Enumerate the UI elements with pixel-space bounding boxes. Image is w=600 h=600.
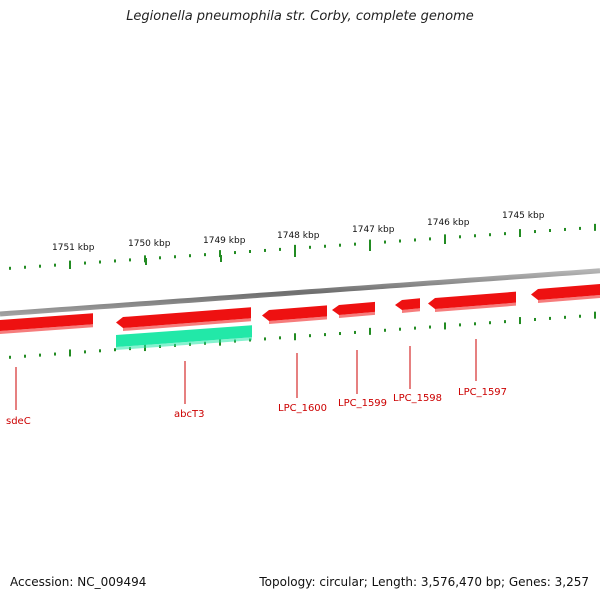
gene-label: LPC_1598 <box>393 393 442 404</box>
scale-tick-label: 1751 kbp <box>52 243 95 253</box>
genome-track: sdeC abcT3 LPC_1600 LPC_1599 LPC_1598 LPC_159… <box>0 0 600 600</box>
scale-tick-label: 1746 kbp <box>427 218 470 228</box>
scale-labels: 1751 kbp 1750 kbp 1749 kbp 1748 kbp 1747 kbp… <box>52 211 545 269</box>
accession-text: Accession: NC_009494 <box>10 575 146 589</box>
gene-arrow <box>395 298 420 310</box>
gene-label: sdeC <box>6 416 31 427</box>
genome-map: Legionella pneumophila str. Corby, compl… <box>0 0 600 600</box>
scale-tick-label: 1749 kbp <box>203 236 246 246</box>
gene-label: LPC_1600 <box>278 403 327 414</box>
gene-label: LPC_1597 <box>458 387 507 398</box>
gene-labels: sdeC abcT3 LPC_1600 LPC_1599 LPC_1598 LPC_159… <box>6 339 507 427</box>
topology-summary: Topology: circular; Length: 3,576,470 bp… <box>259 575 589 589</box>
scale-tick-label: 1750 kbp <box>128 239 171 249</box>
gene-label: abcT3 <box>174 409 204 420</box>
scale-tick-label: 1745 kbp <box>502 211 545 221</box>
gene-label: LPC_1599 <box>338 398 387 409</box>
scale-tick-label: 1748 kbp <box>277 231 320 241</box>
scale-tick-label: 1747 kbp <box>352 225 395 235</box>
